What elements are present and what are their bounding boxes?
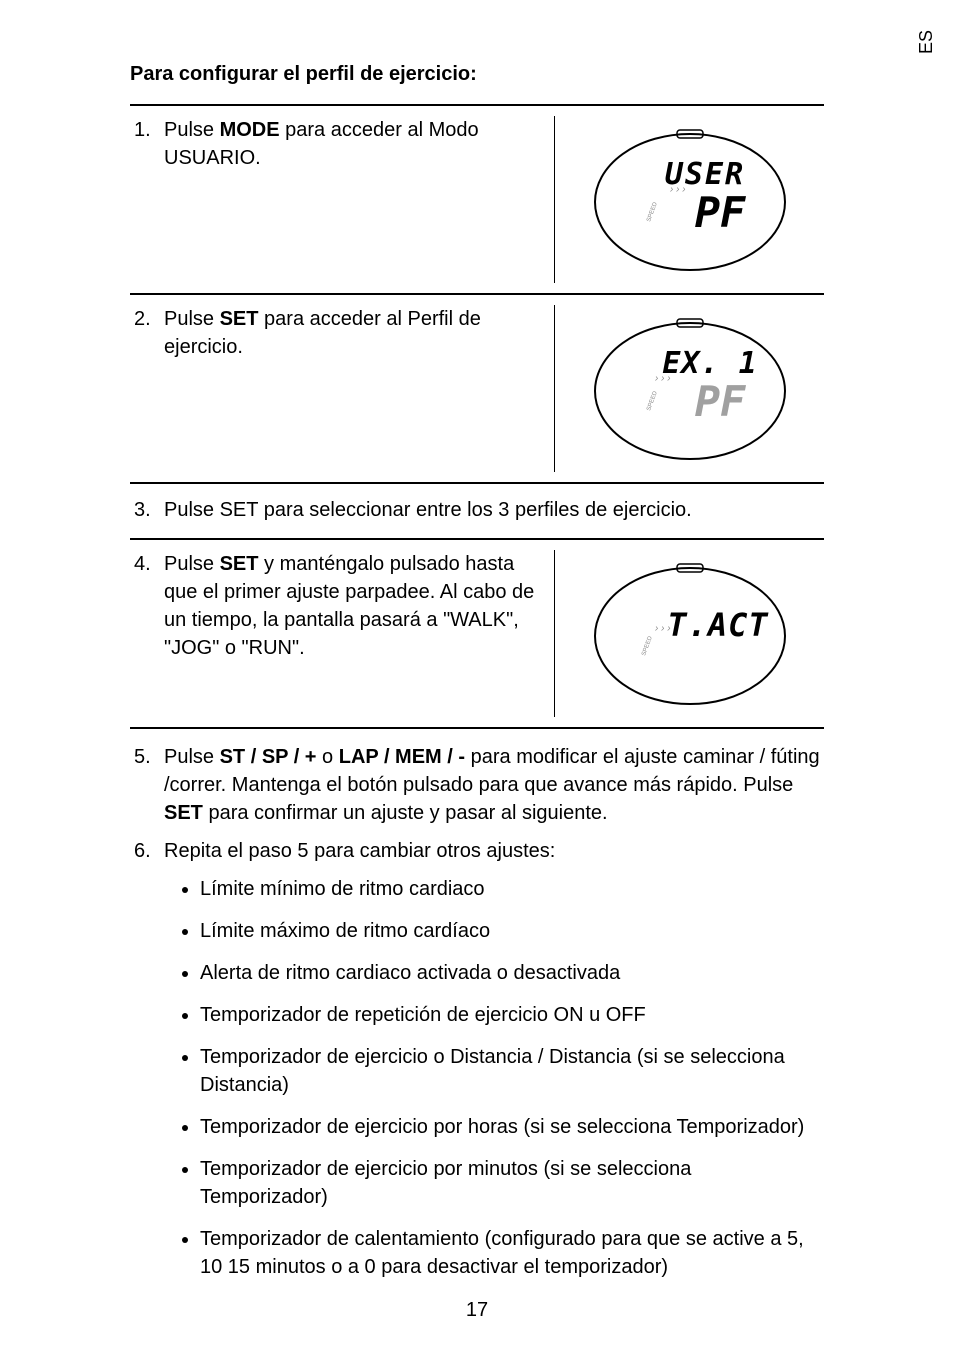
step-4-number: 4. (130, 550, 164, 717)
list-item: Temporizador de repetición de ejercicio … (200, 1001, 824, 1029)
step-5-bold-span: ST / SP / + (220, 746, 317, 768)
page-number: 17 (0, 1296, 954, 1324)
svg-text:SPEED: SPEED (646, 201, 659, 223)
svg-text:› › ›: › › › (655, 373, 671, 384)
svg-text:T.ACT: T.ACT (667, 606, 769, 644)
step-5-span: o (317, 746, 339, 768)
step-4-figure: T.ACT › › › SPEED (554, 550, 824, 717)
svg-text:SPEED: SPEED (646, 390, 659, 412)
step-5-bold-span: SET (164, 802, 203, 824)
step-3-row: 3. Pulse SET para seleccionar entre los … (130, 482, 824, 538)
step-3-pre: Pulse (164, 499, 220, 521)
svg-text:SPEED: SPEED (641, 635, 654, 657)
step-3-bold: SET (220, 499, 259, 521)
step-1-text: Pulse MODE para acceder al Modo USUARIO. (164, 116, 554, 283)
step-4-text: Pulse SET y manténgalo pulsado hasta que… (164, 550, 554, 717)
list-item: Límite máximo de ritmo cardíaco (200, 917, 824, 945)
step-1-row: 1. Pulse MODE para acceder al Modo USUAR… (130, 104, 824, 293)
svg-text:PF: PF (694, 377, 745, 426)
step-2-figure: EX. 1 PF › › › SPEED (554, 305, 824, 472)
step-6-number: 6. (130, 837, 164, 865)
step-3-number: 3. (130, 496, 164, 524)
svg-text:› › ›: › › › (670, 184, 686, 195)
step-5-number: 5. (130, 743, 164, 827)
section-title: Para configurar el perfil de ejercicio: (130, 60, 824, 88)
svg-text:EX. 1: EX. 1 (662, 346, 757, 381)
list-item: Temporizador de ejercicio o Distancia / … (200, 1043, 824, 1099)
step-1-figure: USER PF › › › SPEED (554, 116, 824, 283)
list-item: Temporizador de ejercicio por minutos (s… (200, 1155, 824, 1211)
step-5-span: para confirmar un ajuste y pasar al sigu… (203, 802, 608, 824)
step-5-span: Pulse (164, 746, 220, 768)
step-3-post: para seleccionar entre los 3 perfiles de… (258, 499, 692, 521)
step-2-bold: SET (220, 308, 259, 330)
step-4-row: 4. Pulse SET y manténgalo pulsado hasta … (130, 538, 824, 729)
step-1-pre: Pulse (164, 119, 220, 141)
step-3-text: Pulse SET para seleccionar entre los 3 p… (164, 496, 824, 524)
step-4-bold: SET (220, 553, 259, 575)
list-item: Temporizador de ejercicio por horas (si … (200, 1113, 824, 1141)
list-item: Límite mínimo de ritmo cardiaco (200, 875, 824, 903)
list-item: Temporizador de calentamiento (configura… (200, 1225, 824, 1281)
step-4-pre: Pulse (164, 553, 220, 575)
step-5-text: Pulse ST / SP / + o LAP / MEM / - para m… (164, 743, 824, 827)
watch-display-icon: USER PF › › › SPEED (590, 122, 790, 277)
step-2-text: Pulse SET para acceder al Perfil de ejer… (164, 305, 554, 472)
step-2-pre: Pulse (164, 308, 220, 330)
step-5-row: 5. Pulse ST / SP / + o LAP / MEM / - par… (130, 743, 824, 827)
watch-display-icon: EX. 1 PF › › › SPEED (590, 311, 790, 466)
step-2-number: 2. (130, 305, 164, 472)
svg-text:› › ›: › › › (655, 623, 671, 634)
step-1-number: 1. (130, 116, 164, 283)
step-1-bold: MODE (220, 119, 280, 141)
watch-display-icon: T.ACT › › › SPEED (590, 556, 790, 711)
list-item: Alerta de ritmo cardiaco activada o desa… (200, 959, 824, 987)
step-5-bold-span: LAP / MEM / - (339, 746, 465, 768)
step-6-text: Repita el paso 5 para cambiar otros ajus… (164, 837, 824, 865)
step-2-row: 2. Pulse SET para acceder al Perfil de e… (130, 293, 824, 482)
language-side-label: ES (914, 30, 939, 54)
settings-bullet-list: Límite mínimo de ritmo cardiaco Límite má… (130, 875, 824, 1281)
step-6-row: 6. Repita el paso 5 para cambiar otros a… (130, 837, 824, 865)
svg-text:PF: PF (694, 188, 745, 237)
